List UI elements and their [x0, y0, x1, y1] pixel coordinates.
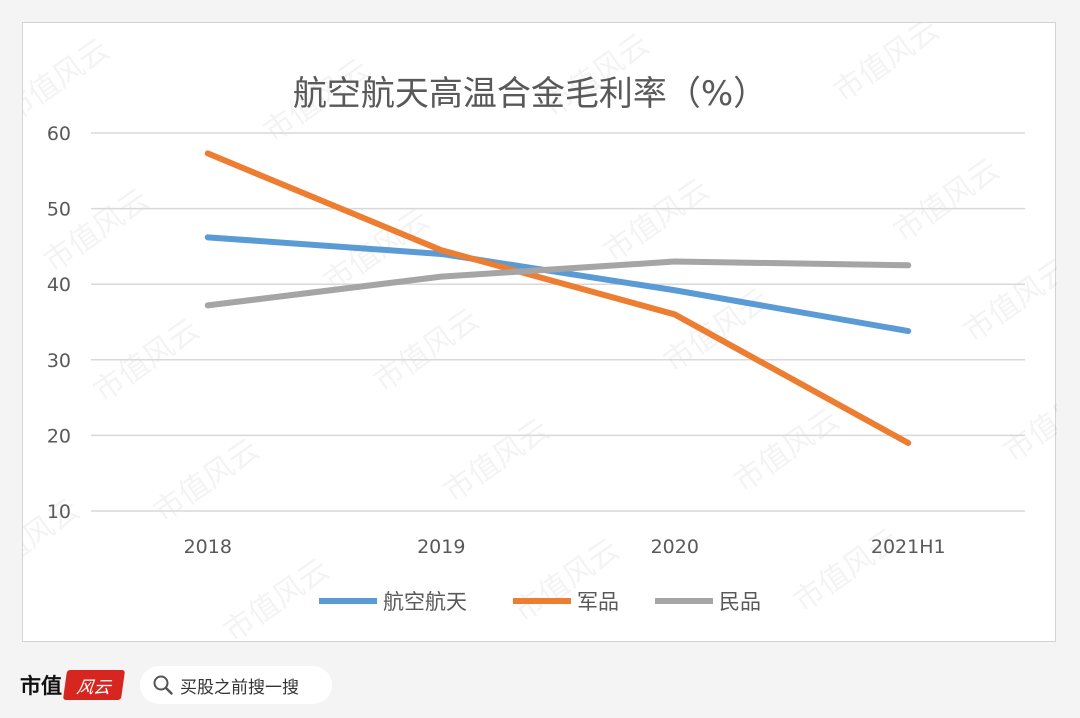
search-box[interactable]: 买股之前搜一搜 — [140, 666, 332, 704]
x-axis-ticks: 2018 2019 2020 2021H1 — [184, 536, 946, 558]
footer-bar: 市值 风云 买股之前搜一搜 — [0, 652, 1080, 718]
y-tick-label: 10 — [47, 501, 71, 523]
y-tick-label: 20 — [47, 425, 71, 447]
legend: 航空航天 军品 民品 — [319, 590, 761, 614]
legend-label: 民品 — [719, 590, 761, 614]
x-tick-label: 2021H1 — [871, 536, 946, 558]
y-tick-label: 50 — [47, 199, 71, 221]
x-tick-label: 2020 — [651, 536, 699, 558]
y-tick-label: 40 — [47, 274, 71, 296]
y-tick-label: 60 — [47, 123, 71, 145]
chart-title: 航空航天高温合金毛利率（%） — [293, 74, 767, 114]
brand-text: 市值 — [20, 673, 62, 698]
series-lines — [204, 150, 912, 446]
search-placeholder: 买股之前搜一搜 — [180, 677, 299, 698]
y-tick-label: 30 — [47, 350, 71, 372]
line-chart: 市值风云市值风云市值风云市值风云市值风云市值风云市值风云市值风云市值风云市值风云… — [23, 23, 1057, 643]
series-line-航空航天 — [204, 234, 912, 335]
x-tick-label: 2018 — [184, 536, 232, 558]
legend-label: 军品 — [577, 590, 619, 614]
x-tick-label: 2019 — [417, 536, 465, 558]
chart-card: 市值风云市值风云市值风云市值风云市值风云市值风云市值风云市值风云市值风云市值风云… — [22, 22, 1057, 643]
series-line-民品 — [204, 258, 912, 309]
gridlines — [91, 132, 1025, 512]
legend-label: 航空航天 — [383, 590, 467, 614]
brand-badge: 风云 — [62, 670, 126, 700]
search-icon — [153, 675, 173, 695]
y-axis-ticks: 60 50 40 30 20 10 — [47, 123, 71, 523]
series-line-军品 — [204, 150, 912, 446]
brand-logo: 市值 风云 — [20, 668, 126, 702]
